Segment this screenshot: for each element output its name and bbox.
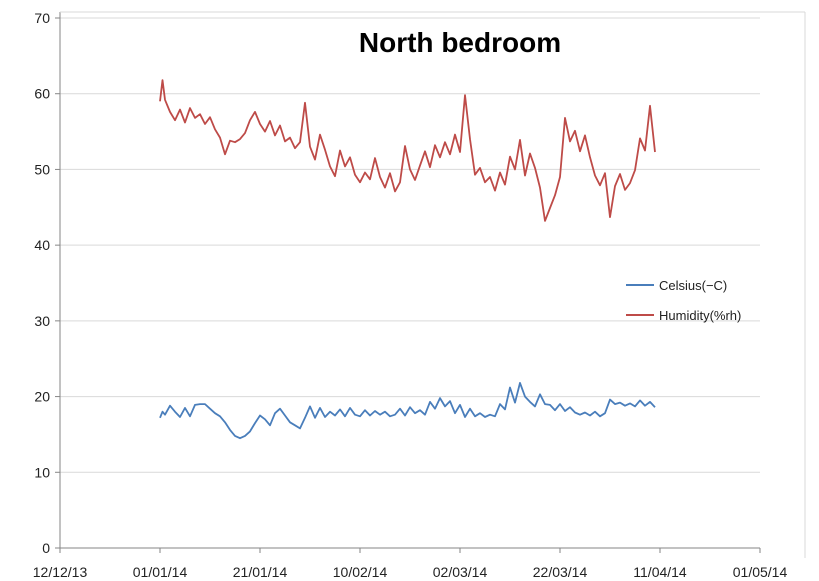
x-tick-label: 01/05/14 — [733, 564, 788, 580]
y-tick-label: 10 — [34, 464, 50, 480]
legend-label: Celsius(−C) — [659, 278, 727, 293]
y-tick-label: 70 — [34, 10, 50, 26]
axes — [59, 11, 806, 558]
legend-label: Humidity(%rh) — [659, 308, 741, 323]
x-tick-label: 22/03/14 — [533, 564, 588, 580]
gridlines — [60, 17, 760, 473]
x-tick-label: 21/01/14 — [233, 564, 288, 580]
y-tick-label: 0 — [42, 540, 50, 556]
x-tick-label: 02/03/14 — [433, 564, 488, 580]
x-axis-ticks: 12/12/13 01/01/14 21/01/14 10/02/14 02/03/14… — [33, 548, 788, 580]
x-tick-label: 12/12/13 — [33, 564, 88, 580]
y-tick-label: 30 — [34, 313, 50, 329]
chart-title: North bedroom — [359, 27, 561, 58]
y-axis-ticks: 0 10 20 30 40 50 60 70 — [34, 10, 60, 556]
legend[interactable]: Celsius(−C) Humidity(%rh) — [626, 278, 741, 323]
legend-entry-humidity[interactable]: Humidity(%rh) — [626, 308, 741, 323]
legend-entry-celsius[interactable]: Celsius(−C) — [626, 278, 727, 293]
humidity-series-line — [159, 79, 656, 222]
y-tick-label: 60 — [34, 86, 50, 102]
y-tick-label: 20 — [34, 389, 50, 405]
celsius-series-line — [159, 382, 656, 440]
series-lines — [159, 79, 656, 440]
x-tick-label: 01/01/14 — [133, 564, 188, 580]
y-tick-label: 40 — [34, 237, 50, 253]
x-tick-label: 10/02/14 — [333, 564, 388, 580]
y-tick-label: 50 — [34, 161, 50, 177]
x-tick-label: 11/04/14 — [633, 564, 687, 580]
